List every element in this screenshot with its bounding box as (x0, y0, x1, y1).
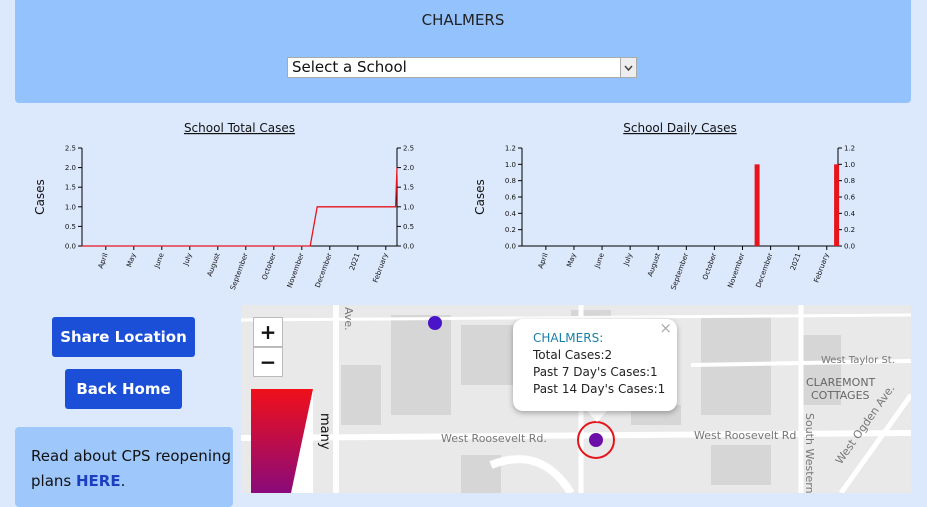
y-tick-label: 1.5 (65, 184, 76, 192)
select-text: Select a School (292, 58, 407, 76)
street-label: South Western (803, 413, 816, 493)
x-tick-label: August (646, 252, 662, 278)
data-line (82, 167, 398, 247)
chart-title: School Total Cases (184, 121, 295, 135)
x-tick-label: August (206, 252, 222, 278)
x-tick-label: June (153, 252, 166, 270)
page: {"header": {"title": "CHALMERS", "select… (15, 0, 911, 507)
y-tick-label: 0.8 (505, 177, 516, 185)
x-tick-label: February (813, 252, 831, 284)
street-label: COTTAGES (811, 389, 870, 402)
popup-line: Past 14 Day's Cases:1 (533, 382, 666, 396)
map-road (489, 455, 575, 493)
x-tick-label: April (537, 252, 550, 270)
y-tick-label: 0.4 (505, 210, 517, 218)
y2-tick-label: 0.2 (844, 226, 855, 234)
popup-tip (586, 410, 608, 422)
selected-school-marker[interactable] (589, 433, 603, 447)
school-marker[interactable] (428, 316, 442, 330)
header-panel: CHALMERS Select a School (15, 0, 911, 103)
y2-tick-label: 0.6 (844, 194, 856, 202)
x-tick-label: November (726, 252, 746, 289)
y-tick-label: 0.0 (505, 243, 516, 251)
y2-tick-label: 0.4 (844, 210, 856, 218)
selected-ring (577, 421, 615, 459)
x-tick-label: September (229, 252, 250, 291)
info-text: Read about CPS reopening plans (31, 447, 232, 490)
y2-tick-label: 1.0 (844, 161, 855, 169)
bar (754, 164, 760, 246)
street-label: Ave. (342, 307, 355, 331)
y2-tick-label: 2.5 (403, 145, 414, 153)
x-tick-label: February (372, 252, 390, 284)
y2-tick-label: 0.8 (844, 177, 855, 185)
y2-tick-label: 0.5 (403, 223, 414, 231)
info-end: . (120, 472, 126, 490)
y2-tick-label: 2.0 (403, 164, 414, 172)
y2-tick-label: 1.5 (403, 184, 414, 192)
y-axis-label: Cases (473, 179, 487, 215)
arrow-icon (624, 65, 633, 72)
x-tick-label: October (701, 252, 718, 281)
y2-tick-label: 0.0 (403, 243, 414, 251)
popup-line: Past 7 Day's Cases:1 (533, 365, 658, 379)
y2-tick-label: 0.0 (844, 243, 855, 251)
x-tick-label: October (261, 252, 278, 281)
street-label: West Taylor St. (821, 355, 895, 366)
street-label: West Roosevelt Rd (694, 429, 796, 442)
y-tick-label: 0.6 (505, 194, 517, 202)
x-tick-label: May (125, 252, 137, 268)
zoom-out[interactable]: − (253, 347, 283, 377)
chart-title: School Daily Cases (623, 121, 736, 135)
legend-label: many (317, 413, 332, 450)
x-tick-label: November (286, 252, 306, 289)
street-label: CLAREMONT (806, 376, 876, 389)
y-tick-label: 1.0 (505, 161, 516, 169)
y2-tick-label: 1.2 (844, 145, 855, 153)
legend-mask (291, 389, 313, 493)
x-tick-label: April (97, 252, 110, 270)
y-tick-label: 1.2 (505, 145, 516, 153)
bar (834, 164, 840, 246)
y-tick-label: 2.0 (65, 164, 76, 172)
popup-line: Total Cases:2 (533, 348, 613, 362)
info-link[interactable]: HERE (75, 472, 121, 490)
school-title: CHALMERS (421, 11, 505, 29)
back-home-button[interactable]: Back Home (65, 369, 182, 409)
x-tick-label: June (593, 252, 606, 270)
x-tick-label: September (669, 252, 690, 291)
charts: School Total Cases Cases 0.0 0.0 0.5 0.5 1.0 1.… (33, 121, 856, 291)
x-tick-label: December (314, 252, 334, 289)
y-tick-label: 0.0 (65, 243, 76, 251)
x-tick-label: 2021 (348, 252, 362, 271)
x-tick-label: December (755, 252, 775, 289)
popup-close[interactable]: × (659, 319, 672, 337)
map-popup: × CHALMERS: Total Cases:2 Past 7 Day's C… (513, 319, 677, 411)
y-tick-label: 2.5 (65, 145, 76, 153)
info-box: Read about CPS reopening plans HERE. (15, 427, 233, 507)
popup-title: CHALMERS: (533, 331, 604, 345)
school-select[interactable]: Select a School (287, 57, 637, 78)
street-label: West Roosevelt Rd. (441, 432, 547, 445)
x-tick-label: May (565, 252, 577, 268)
y-axis-label: Cases (33, 179, 47, 215)
y-tick-label: 0.2 (505, 226, 516, 234)
zoom-in[interactable]: + (253, 317, 283, 347)
y2-tick-label: 1.0 (403, 203, 414, 211)
select-arrow (620, 58, 636, 77)
share-location-button[interactable]: Share Location (52, 317, 195, 357)
y-tick-label: 1.0 (65, 203, 76, 211)
x-tick-label: July (622, 252, 634, 268)
x-tick-label: July (182, 252, 194, 268)
x-tick-label: 2021 (789, 252, 803, 271)
y-tick-label: 0.5 (65, 223, 76, 231)
